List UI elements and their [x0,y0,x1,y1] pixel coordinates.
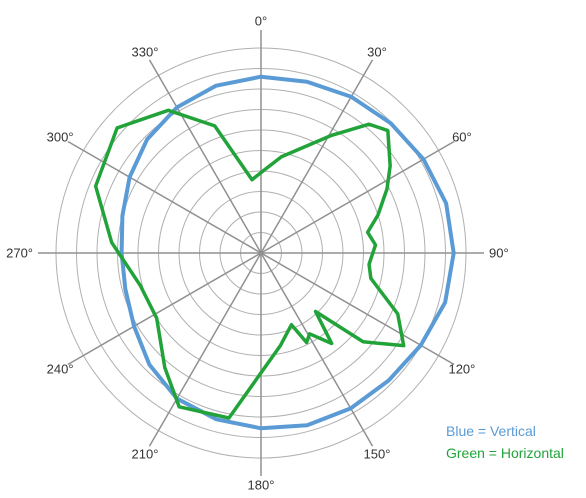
angle-label-60: 60° [452,130,472,145]
angle-label-270: 270° [6,246,33,261]
angle-label-0: 0° [255,14,267,29]
series-vertical-line [119,74,456,431]
spoke-300 [67,140,262,254]
angle-label-150: 150° [364,446,391,461]
polar-grid [38,30,484,476]
spoke-120 [260,252,455,366]
angle-label-180: 180° [248,478,275,493]
legend-vertical: Blue = Vertical [446,423,536,439]
angle-label-30: 30° [367,45,387,60]
angle-label-330: 330° [132,45,159,60]
angle-label-240: 240° [47,362,74,377]
spoke-240 [67,252,262,366]
spoke-30 [260,59,374,254]
spoke-330 [148,59,262,254]
spoke-150 [260,252,374,447]
angle-label-90: 90° [489,246,509,261]
series-group [93,74,456,431]
angle-label-300: 300° [47,130,74,145]
angle-label-120: 120° [448,362,475,377]
legend-horizontal: Green = Horizontal [446,445,564,461]
series-horizontal-line [93,108,406,420]
spoke-210 [148,252,262,447]
angle-label-210: 210° [132,446,159,461]
angle-labels: 0° 30° 60° 90° 120° 150° 180° 210° 240° 270° 300° 3… [6,14,509,493]
